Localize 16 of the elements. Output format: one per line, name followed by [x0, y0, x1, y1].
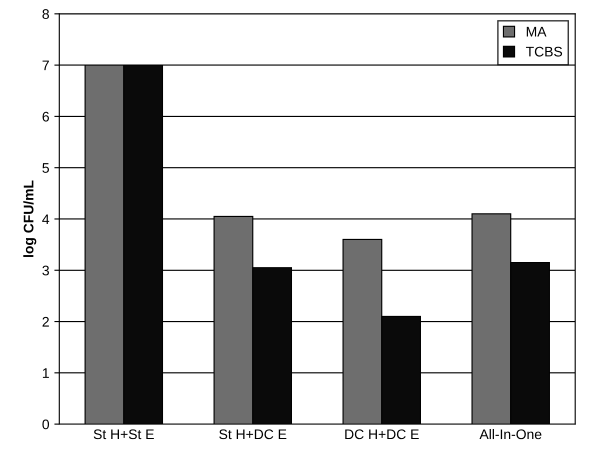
legend-label: TCBS	[526, 46, 562, 57]
y-tick-label: 0	[42, 419, 50, 430]
x-tick-label: St H+DC E	[219, 429, 286, 440]
y-tick-label: 8	[42, 9, 49, 19]
y-tick-label: 5	[42, 163, 49, 173]
y-tick-label: 7	[42, 60, 49, 70]
x-tick-label: All-In-One	[479, 428, 542, 440]
y-axis-title: log CFU/mL	[23, 180, 36, 257]
y-tick-label: 6	[42, 112, 49, 122]
x-tick-label: St H+St E	[94, 429, 154, 440]
y-tick-label: 2	[42, 316, 49, 327]
y-tick-label: 3	[42, 266, 49, 276]
y-tick-label: 4	[42, 214, 50, 224]
x-tick-label: DC H+DC E	[345, 429, 419, 440]
y-tick-label: 1	[42, 368, 49, 378]
legend-label: MA	[526, 26, 546, 36]
